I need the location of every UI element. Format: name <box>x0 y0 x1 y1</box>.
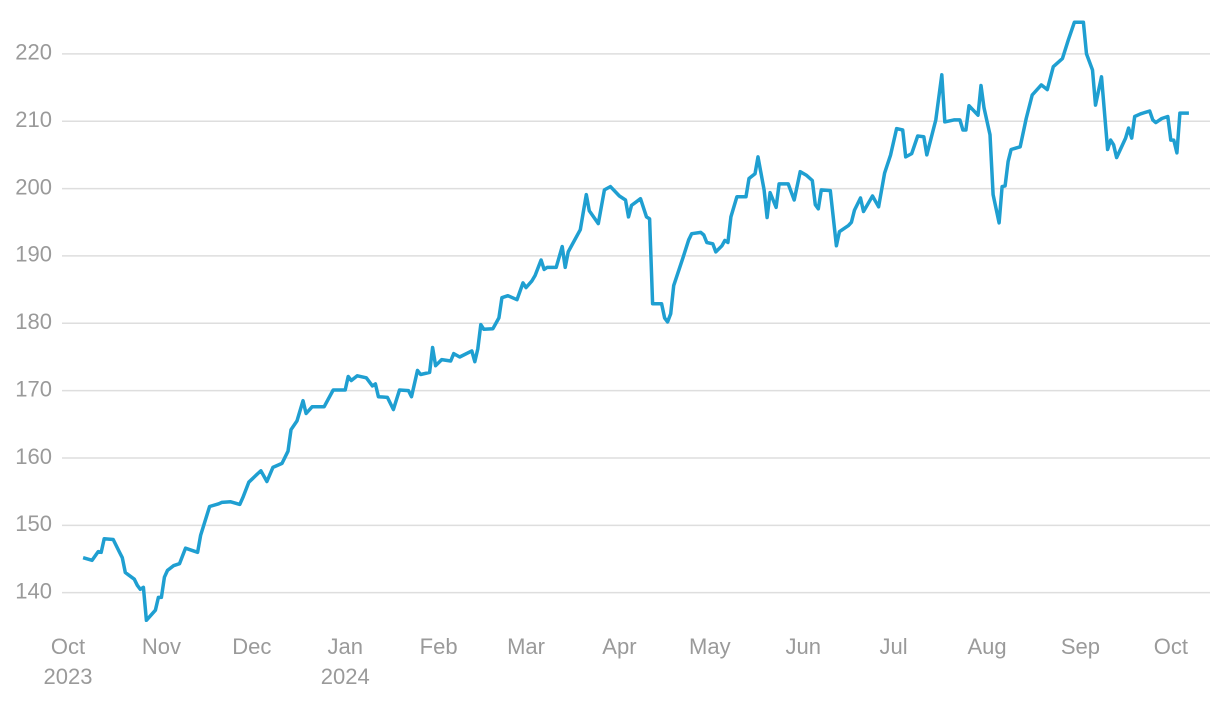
y-tick-label: 150 <box>15 511 52 536</box>
x-tick-label: Feb <box>420 634 458 659</box>
x-year-label: 2023 <box>44 664 93 689</box>
x-tick-label: Jun <box>785 634 820 659</box>
x-tick-label: Nov <box>142 634 181 659</box>
x-tick-label: Mar <box>507 634 545 659</box>
y-tick-label: 180 <box>15 309 52 334</box>
x-tick-label: Jul <box>880 634 908 659</box>
x-tick-label: Jan <box>327 634 362 659</box>
x-tick-label: Apr <box>602 634 636 659</box>
price-line <box>82 20 1189 623</box>
y-tick-label: 220 <box>15 40 52 65</box>
y-tick-label: 200 <box>15 174 52 199</box>
y-tick-label: 190 <box>15 242 52 267</box>
x-tick-label: Oct <box>51 634 85 659</box>
x-tick-label: Dec <box>232 634 271 659</box>
x-tick-label: May <box>689 634 731 659</box>
x-tick-label: Oct <box>1154 634 1188 659</box>
x-tick-label: Aug <box>967 634 1006 659</box>
y-tick-label: 170 <box>15 376 52 401</box>
y-tick-label: 210 <box>15 107 52 132</box>
x-year-label: 2024 <box>321 664 370 689</box>
x-tick-label: Sep <box>1061 634 1100 659</box>
y-tick-label: 140 <box>15 578 52 603</box>
y-tick-label: 160 <box>15 444 52 469</box>
